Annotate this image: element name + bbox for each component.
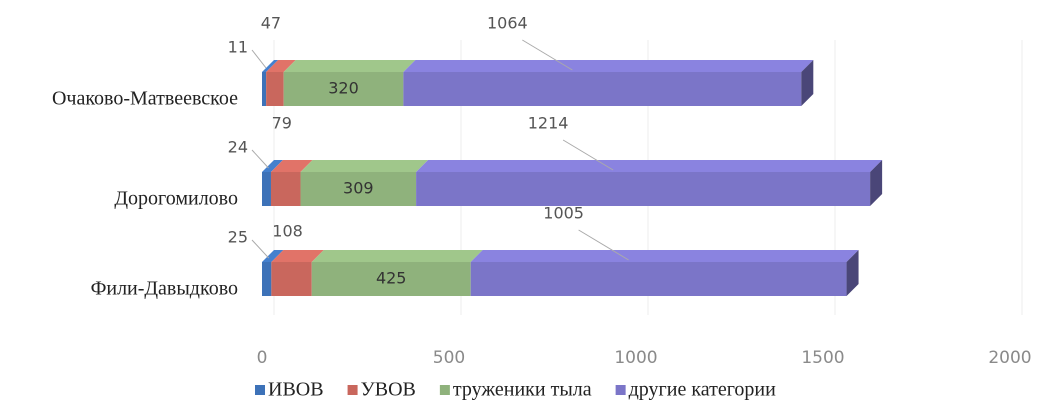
legend-swatch	[439, 385, 450, 395]
data-label: 309	[343, 179, 374, 198]
bar	[262, 172, 271, 206]
bar	[270, 172, 301, 206]
bar-side	[846, 250, 859, 296]
bar	[416, 172, 871, 206]
bar-top	[262, 60, 279, 72]
bar	[403, 72, 802, 106]
legend-swatch	[615, 385, 626, 395]
bar-top	[403, 60, 814, 72]
data-label: 11	[228, 38, 248, 57]
category-label: Дорогомилово	[114, 188, 238, 210]
leader-line	[251, 239, 270, 259]
x-tick-label: 0	[257, 348, 268, 368]
category-label: Очаково-Матвеевское	[52, 88, 238, 110]
bar-top	[271, 250, 324, 262]
data-label: 25	[228, 228, 248, 247]
leader-line	[251, 49, 267, 69]
data-label: 47	[261, 14, 281, 33]
x-tick-label: 2000	[988, 348, 1031, 368]
bar-top	[470, 250, 859, 262]
data-label: 79	[272, 114, 292, 133]
data-label: 1064	[487, 14, 528, 33]
bar	[262, 72, 267, 106]
leader-line	[251, 149, 269, 169]
legend-label: УВОВ	[361, 379, 416, 401]
bar-top	[416, 160, 883, 172]
bar-top	[262, 250, 284, 262]
data-label: 320	[328, 79, 359, 98]
leader-line	[578, 229, 629, 261]
x-tick-label: 1000	[614, 348, 657, 368]
data-label: 108	[272, 222, 303, 241]
bar-side	[870, 160, 883, 206]
bar-top	[262, 160, 283, 172]
bar	[283, 72, 404, 106]
x-tick-label: 500	[433, 348, 465, 368]
leader-line	[522, 39, 573, 71]
bar	[262, 262, 272, 296]
bar	[470, 262, 847, 296]
bar	[271, 262, 312, 296]
leader-line	[562, 139, 614, 171]
bar	[300, 172, 417, 206]
bar	[266, 72, 284, 106]
data-label: 1005	[543, 204, 584, 223]
bar-top	[311, 250, 483, 262]
data-label: 425	[376, 269, 407, 288]
bar-top	[300, 160, 429, 172]
legend-swatch	[347, 385, 358, 395]
category-label: Фили-Давыдково	[91, 278, 238, 300]
legend-label: другие категории	[629, 379, 776, 401]
bar-top	[270, 160, 313, 172]
bar-top	[283, 60, 416, 72]
bar	[311, 262, 471, 296]
legend-label: ИВОВ	[268, 379, 324, 401]
legend-swatch	[255, 385, 265, 395]
bar-side	[801, 60, 814, 106]
data-label: 1214	[528, 114, 569, 133]
x-tick-label: 1500	[801, 348, 844, 368]
bar-top	[266, 60, 296, 72]
data-label: 24	[228, 138, 248, 157]
legend-label: труженики тыла	[453, 379, 592, 401]
